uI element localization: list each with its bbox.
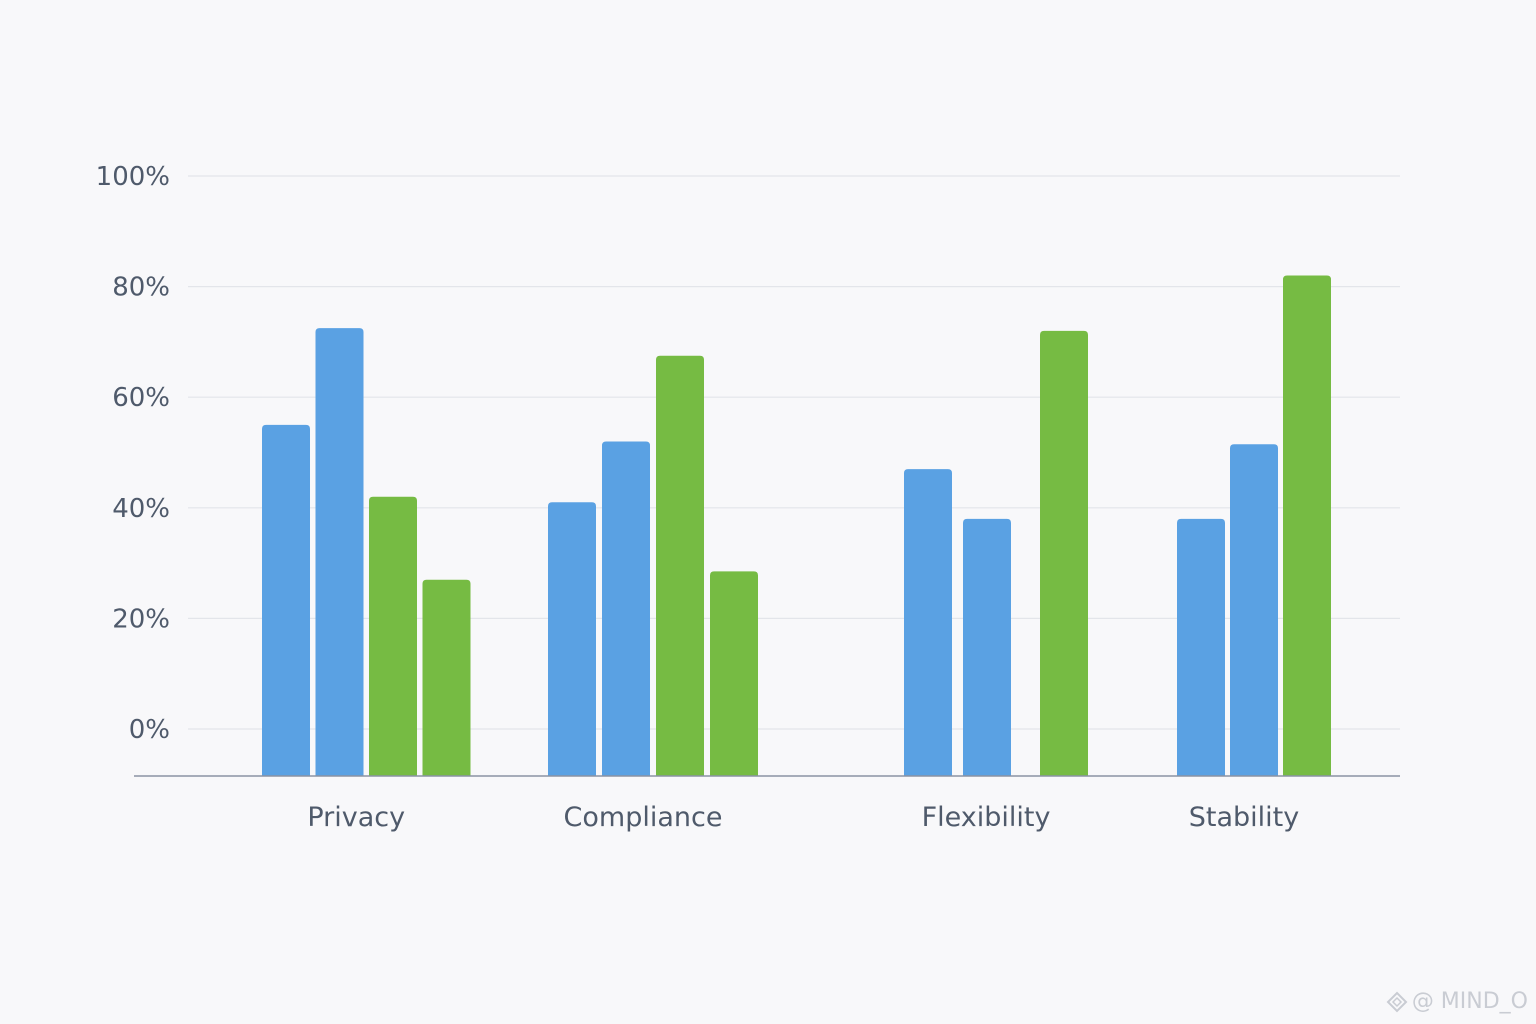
bar-privacy-1 [262,424,310,776]
x-category-label: Compliance [564,802,723,833]
y-tick-label: 0% [129,715,170,745]
y-tick-label: 20% [112,604,170,634]
bar-flexibility-3 [1040,330,1088,776]
bar-privacy-4 [422,579,471,776]
bar-compliance-4 [710,571,758,776]
y-tick-label: 100% [96,162,170,192]
bar-flexibility-2 [963,518,1011,776]
bar-flexibility-1 [904,469,952,776]
bars [262,275,1331,776]
watermark-text: @ MIND_O [1411,989,1528,1014]
x-category-label: Flexibility [922,802,1051,833]
bar-privacy-3 [369,496,417,776]
watermark: @ MIND_O [1386,989,1528,1014]
bar-compliance-2 [602,441,650,776]
bar-stability-3 [1283,275,1331,776]
bar-compliance-1 [548,502,596,776]
bar-stability-1 [1177,518,1225,776]
bar-stability-2 [1230,444,1278,776]
y-tick-label: 60% [112,383,170,413]
x-axis-categories: Privacy Compliance Flexibility Stability [307,802,1299,833]
bar-privacy-2 [315,328,364,776]
x-category-label: Stability [1189,802,1300,833]
x-category-label: Privacy [307,802,405,833]
y-tick-label: 80% [112,273,170,303]
y-axis-ticks: 0% 20% 40% 60% 80% 100% [96,162,170,745]
diamond-logo-icon [1386,991,1408,1012]
y-tick-label: 40% [112,494,170,524]
bar-compliance-3 [656,355,704,776]
